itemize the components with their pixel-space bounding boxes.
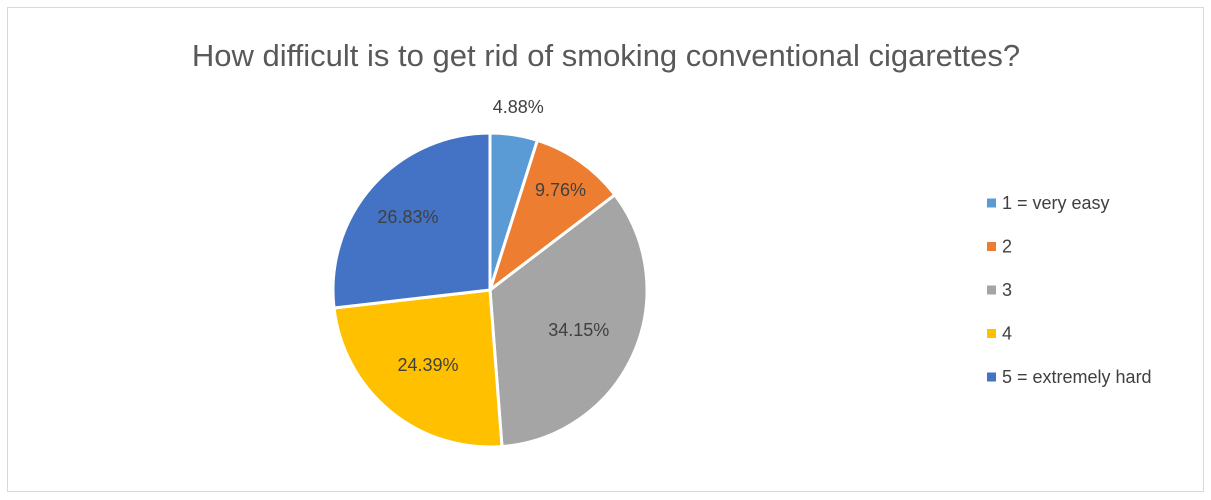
pie-slice <box>488 138 617 292</box>
data-label: 34.15% <box>548 320 609 340</box>
pie-slice <box>331 131 492 310</box>
legend-swatch <box>987 242 996 251</box>
data-label: 26.83% <box>377 207 438 227</box>
data-label: 4.88% <box>493 97 544 117</box>
legend-label: 3 <box>1002 280 1012 300</box>
legend-swatch <box>987 198 996 208</box>
chart-title: How difficult is to get rid of smoking c… <box>192 38 1020 73</box>
data-labels: 4.88% 9.76% 34.15% 24.39% 26.83% <box>377 97 609 375</box>
data-label: 24.39% <box>398 355 459 375</box>
legend-swatch <box>987 372 996 382</box>
legend-swatch <box>987 329 996 338</box>
legend-label: 5 = extremely hard <box>1002 367 1152 387</box>
legend: 1 = very easy 2 3 4 5 = extremely hard <box>987 193 1152 387</box>
legend-label: 2 <box>1002 237 1012 257</box>
legend-swatch <box>987 285 996 295</box>
legend-label: 1 = very easy <box>1002 193 1110 213</box>
data-label: 9.76% <box>535 180 586 200</box>
pie-slices <box>331 131 649 449</box>
pie-slice <box>488 193 649 449</box>
pie-slice <box>332 288 504 449</box>
legend-label: 4 <box>1002 324 1012 344</box>
